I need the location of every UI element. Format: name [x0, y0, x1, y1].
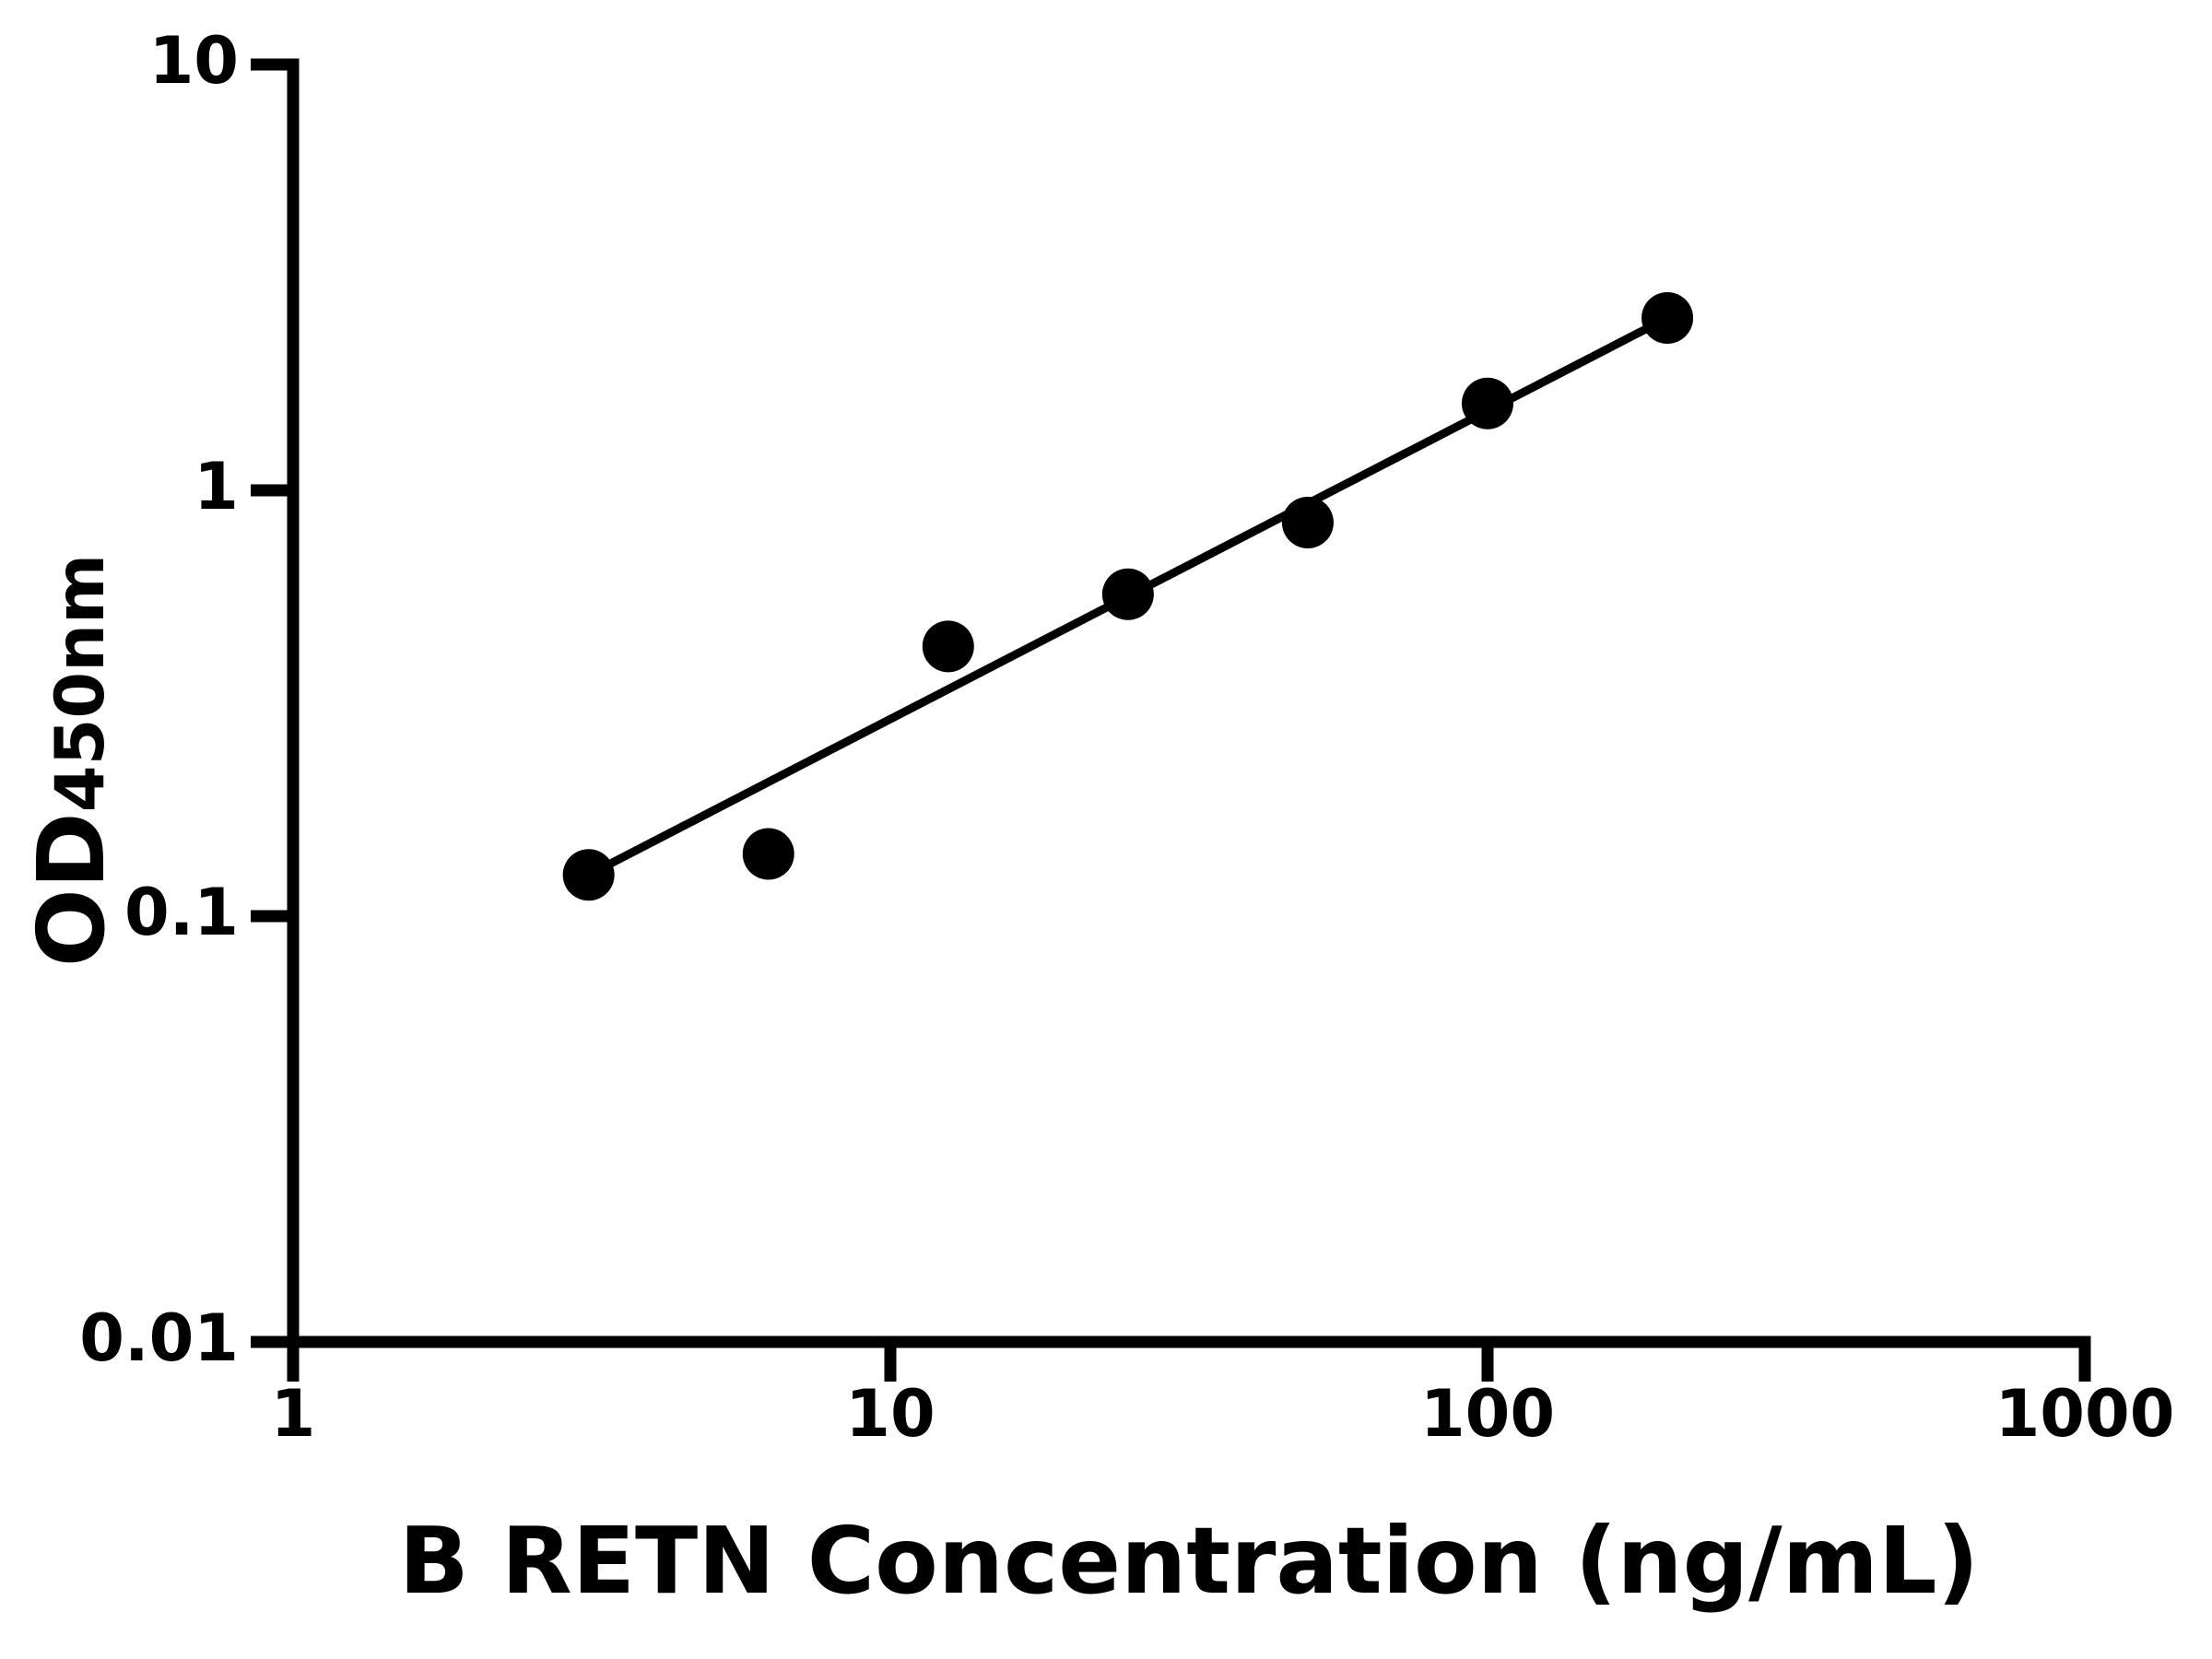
x-tick-label: 1	[270, 1376, 316, 1452]
y-tick-label: 0.01	[79, 1300, 239, 1376]
data-point	[922, 620, 974, 673]
data-point	[1101, 568, 1154, 620]
y-tick-label: 0.1	[124, 874, 239, 950]
x-tick-label: 1000	[1994, 1376, 2175, 1452]
x-tick-label: 100	[1419, 1376, 1556, 1452]
data-point	[1462, 377, 1513, 429]
y-axis-title: OD450nm	[18, 553, 125, 967]
y-axis-title-main: OD	[18, 812, 125, 968]
data-point	[562, 849, 615, 901]
y-axis-title-subscript: 450nm	[41, 553, 120, 813]
y-tick-label: 1	[194, 448, 239, 524]
x-axis-title: B RETN Concentration (ng/mL)	[398, 1507, 1980, 1615]
x-tick-label: 10	[845, 1376, 935, 1452]
data-point	[1281, 496, 1334, 548]
data-point	[1641, 291, 1694, 344]
y-tick-label: 10	[148, 22, 239, 99]
data-point	[742, 828, 794, 880]
